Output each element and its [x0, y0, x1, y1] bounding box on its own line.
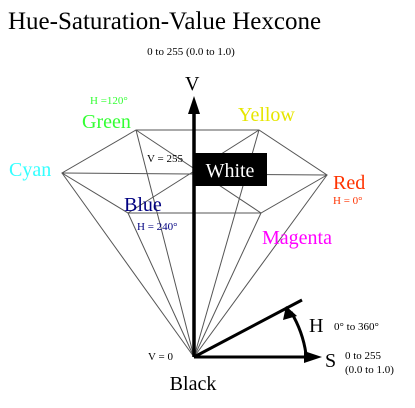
- hue-arc-arrowhead: [283, 306, 297, 320]
- s-axis-label: S: [325, 350, 336, 372]
- v-axis-label: V: [185, 73, 200, 95]
- white-vertex-box: [194, 153, 267, 186]
- h-range-label: 0° to 360°: [334, 321, 379, 333]
- black-label: Black: [170, 373, 217, 395]
- white-label: White: [206, 160, 255, 182]
- diagram-title: Hue-Saturation-Value Hexcone: [8, 8, 321, 35]
- s-axis-arrowhead: [304, 351, 322, 363]
- red-hue-label: H = 0°: [333, 195, 363, 207]
- h-axis-label: H: [309, 315, 323, 337]
- v-255-mark: V = 255: [147, 153, 183, 165]
- v-0-mark: V = 0: [148, 351, 173, 363]
- s-range-line2: (0.0 to 1.0): [345, 364, 394, 376]
- cyan-label: Cyan: [9, 159, 51, 181]
- magenta-label: Magenta: [262, 227, 332, 249]
- blue-hue-label: H = 240°: [137, 221, 178, 233]
- yellow-label: Yellow: [238, 104, 295, 126]
- hue-arc: [289, 311, 308, 355]
- v-axis-arrowhead: [188, 96, 200, 114]
- v-range-label: 0 to 255 (0.0 to 1.0): [147, 46, 235, 58]
- blue-label: Blue: [124, 194, 162, 216]
- green-label: Green: [82, 111, 131, 133]
- hue-direction-line: [193, 298, 303, 359]
- s-range-line1: 0 to 255: [345, 350, 382, 362]
- green-hue-label: H =120°: [90, 95, 128, 107]
- red-label: Red: [333, 172, 365, 194]
